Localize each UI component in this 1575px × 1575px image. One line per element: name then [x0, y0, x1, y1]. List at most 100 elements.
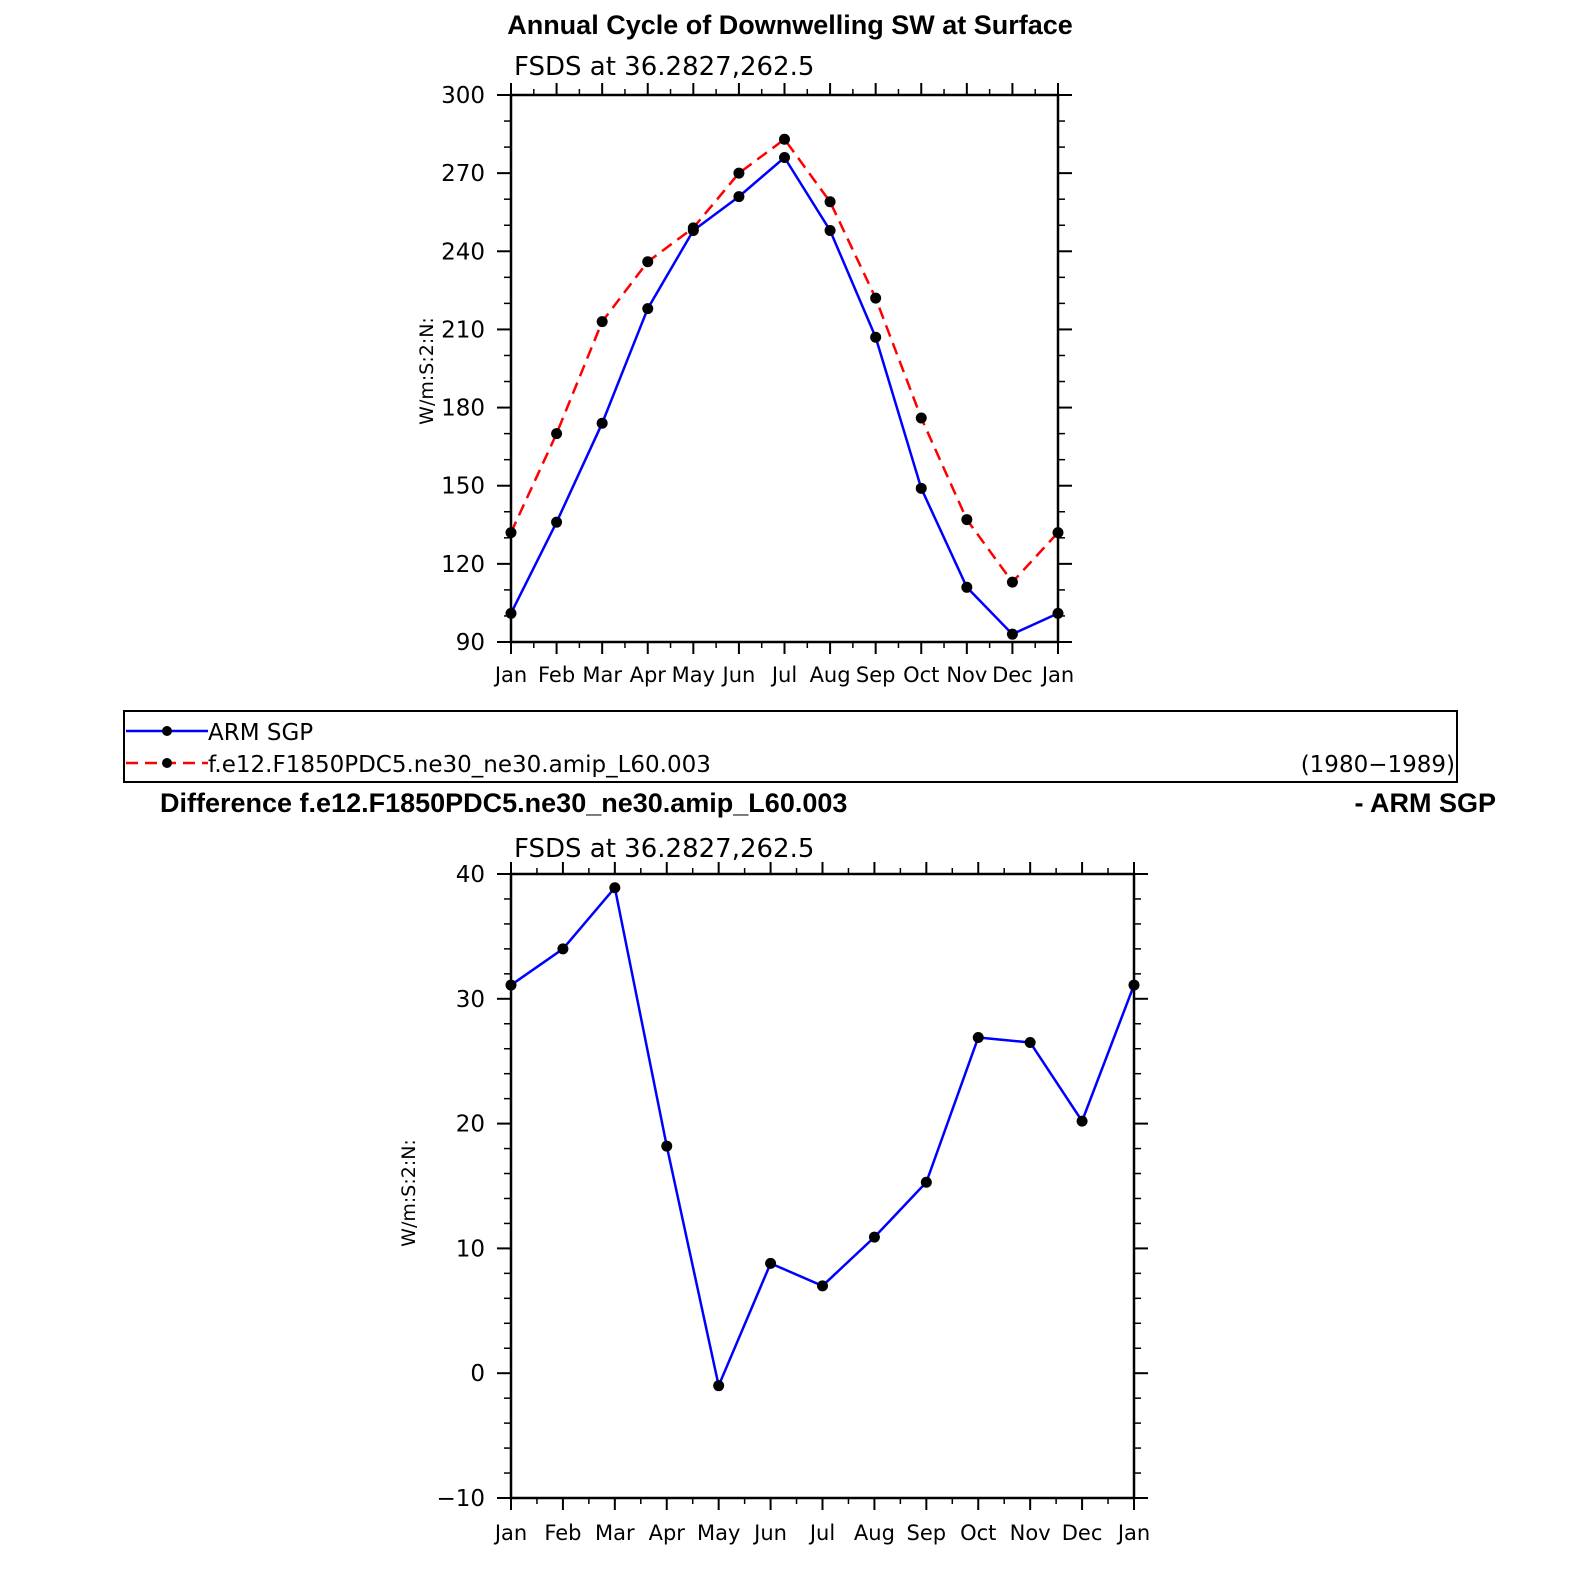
- chart2-series-0-point: [609, 882, 621, 894]
- chart1-ytick-label: 90: [456, 630, 485, 656]
- chart1-series-1-point: [733, 167, 745, 179]
- chart2-title: Difference f.e12.F1850PDC5.ne30_ne30.ami…: [160, 788, 847, 818]
- chart1-series-1-point: [642, 256, 654, 268]
- legend-item-model: f.e12.F1850PDC5.ne30_ne30.amip_L60.003 (…: [126, 752, 1455, 778]
- chart1-series-0-point: [961, 581, 973, 593]
- legend-label-model: f.e12.F1850PDC5.ne30_ne30.amip_L60.003: [208, 752, 711, 778]
- chart2-ytick-label: 30: [456, 987, 485, 1013]
- legend-box: [123, 710, 1458, 783]
- chart1-series-0-point: [824, 224, 836, 236]
- chart2-ytick-label: 0: [470, 1361, 485, 1387]
- chart2-series-0-point: [920, 1176, 932, 1188]
- chart1-xtick-label: Sep: [856, 663, 896, 687]
- chart2-xtick-label: Jan: [1116, 1521, 1150, 1545]
- chart1-series-0-point: [733, 191, 745, 203]
- chart1-series-0-point: [596, 417, 608, 429]
- chart1-series-1-point: [687, 222, 699, 234]
- chart2-xtick-label: Feb: [544, 1521, 581, 1545]
- chart1-xtick-label: Dec: [992, 663, 1033, 687]
- chart2-xtick-label: Jan: [493, 1521, 527, 1545]
- chart1-ytick-label: 270: [441, 161, 485, 187]
- chart2-series-0-point: [817, 1280, 828, 1292]
- chart1-ytick-label: 180: [441, 396, 485, 422]
- chart1-y-axis-label: W/m:S:2:N:: [416, 317, 438, 425]
- chart2-xtick-label: Aug: [854, 1521, 895, 1545]
- chart2-xtick-label: Jun: [752, 1521, 787, 1545]
- chart1-xtick-label: Nov: [946, 663, 987, 687]
- chart1-series-1-point: [961, 514, 973, 526]
- chart1-ytick-label: 150: [441, 474, 485, 500]
- chart2-frame: [509, 872, 1136, 1500]
- chart2-series-0-point: [661, 1140, 673, 1152]
- chart1-series-0-point: [551, 516, 563, 528]
- chart1-title: Annual Cycle of Downwelling SW at Surfac…: [507, 10, 1073, 40]
- chart1-xtick-label: Jan: [1040, 663, 1074, 687]
- chart2-series-0-point: [713, 1380, 725, 1392]
- chart2-series-0-point: [765, 1257, 777, 1269]
- chart1-xtick-label: Jun: [721, 663, 756, 687]
- chart2-series-0-point: [505, 979, 517, 991]
- legend-period: (1980−1989): [1301, 752, 1455, 778]
- chart2-ytick-label: 10: [456, 1236, 485, 1262]
- chart2-xtick-label: Oct: [960, 1521, 996, 1545]
- chart1-series-1-point: [596, 316, 608, 328]
- chart2-xtick-label: May: [697, 1521, 740, 1545]
- chart1-series-line-1: [509, 137, 1059, 585]
- chart1-xtick-label: Feb: [538, 663, 575, 687]
- chart1-series-0-point: [870, 331, 882, 343]
- chart1-series-0-point: [1006, 628, 1018, 640]
- legend-item-arm-sgp: ARM SGP: [126, 720, 313, 746]
- chart1-xtick-label: Jul: [770, 663, 797, 687]
- chart1-ytick-label: 210: [441, 317, 485, 343]
- chart1-series-1-point: [551, 428, 563, 440]
- chart1-frame: [509, 93, 1060, 644]
- chart2-xtick-label: Nov: [1010, 1521, 1051, 1545]
- chart1-ytick-label: 240: [441, 239, 485, 265]
- chart1-ytick-label: 300: [441, 83, 485, 109]
- chart1-xtick-label: Apr: [630, 663, 667, 687]
- chart2-xtick-label: Jul: [808, 1521, 835, 1545]
- chart2-ytick-label: 20: [456, 1112, 485, 1138]
- chart1-xtick-label: Jan: [493, 663, 527, 687]
- chart1-subtitle: FSDS at 36.2827,262.5: [514, 52, 814, 82]
- legend: ARM SGP f.e12.F1850PDC5.ne30_ne30.amip_L…: [123, 710, 1458, 783]
- chart2-series-0-point: [557, 943, 569, 955]
- chart2-ytick-label: 40: [456, 862, 485, 888]
- chart1-series-0-point: [779, 152, 790, 164]
- legend-marker-arm-sgp: [162, 726, 172, 736]
- chart2-series-0-point: [1024, 1036, 1036, 1048]
- chart1-series-1-point: [915, 412, 927, 424]
- chart2-series-0-point: [1128, 979, 1140, 991]
- legend-label-arm-sgp: ARM SGP: [208, 720, 313, 746]
- chart1-series-1-point: [779, 133, 790, 145]
- chart1-series-1-point: [1052, 527, 1064, 539]
- chart1-series-1-point: [505, 527, 517, 539]
- chart2-xtick-label: Sep: [907, 1521, 947, 1545]
- chart1-series-1-point: [1006, 576, 1018, 588]
- chart1-series-0-point: [915, 482, 927, 494]
- chart2-subtitle: FSDS at 36.2827,262.5: [514, 834, 814, 864]
- chart1-xtick-label: Aug: [810, 663, 851, 687]
- chart2-series-line-0: [510, 884, 1136, 1390]
- chart2-title-right: - ARM SGP: [1355, 788, 1497, 818]
- chart1-series-0-point: [1052, 607, 1064, 619]
- chart2-series-0-point: [1076, 1115, 1088, 1127]
- chart1-series-0-point: [505, 607, 517, 619]
- legend-marker-model: [162, 758, 172, 768]
- chart1-series-1-point: [870, 292, 882, 304]
- chart2-xtick-label: Apr: [649, 1521, 686, 1545]
- chart2-y-axis-label: W/m:S:2:N:: [398, 1139, 420, 1247]
- chart2-series-0-point: [972, 1031, 984, 1043]
- chart2-plot: Jan Feb Mar Apr May Jun Jul Aug Sep Oct Nov Dec Jan−…: [436, 862, 1150, 1545]
- chart2-xtick-label: Mar: [595, 1521, 635, 1545]
- chart1-plot: Jan Feb Mar Apr May Jun Jul Aug Sep Oct Nov Dec Jan 9…: [441, 83, 1074, 687]
- chart1-series-line-0: [509, 155, 1059, 636]
- chart1-ytick-label: 120: [441, 552, 485, 578]
- chart1-xtick-label: Oct: [903, 663, 939, 687]
- chart2-series-0-point: [868, 1231, 880, 1243]
- chart1-series-1-point: [824, 196, 836, 208]
- chart1-xtick-label: Mar: [582, 663, 622, 687]
- chart2-ytick-label: −10: [436, 1486, 485, 1512]
- chart1-series-0-point: [642, 303, 654, 315]
